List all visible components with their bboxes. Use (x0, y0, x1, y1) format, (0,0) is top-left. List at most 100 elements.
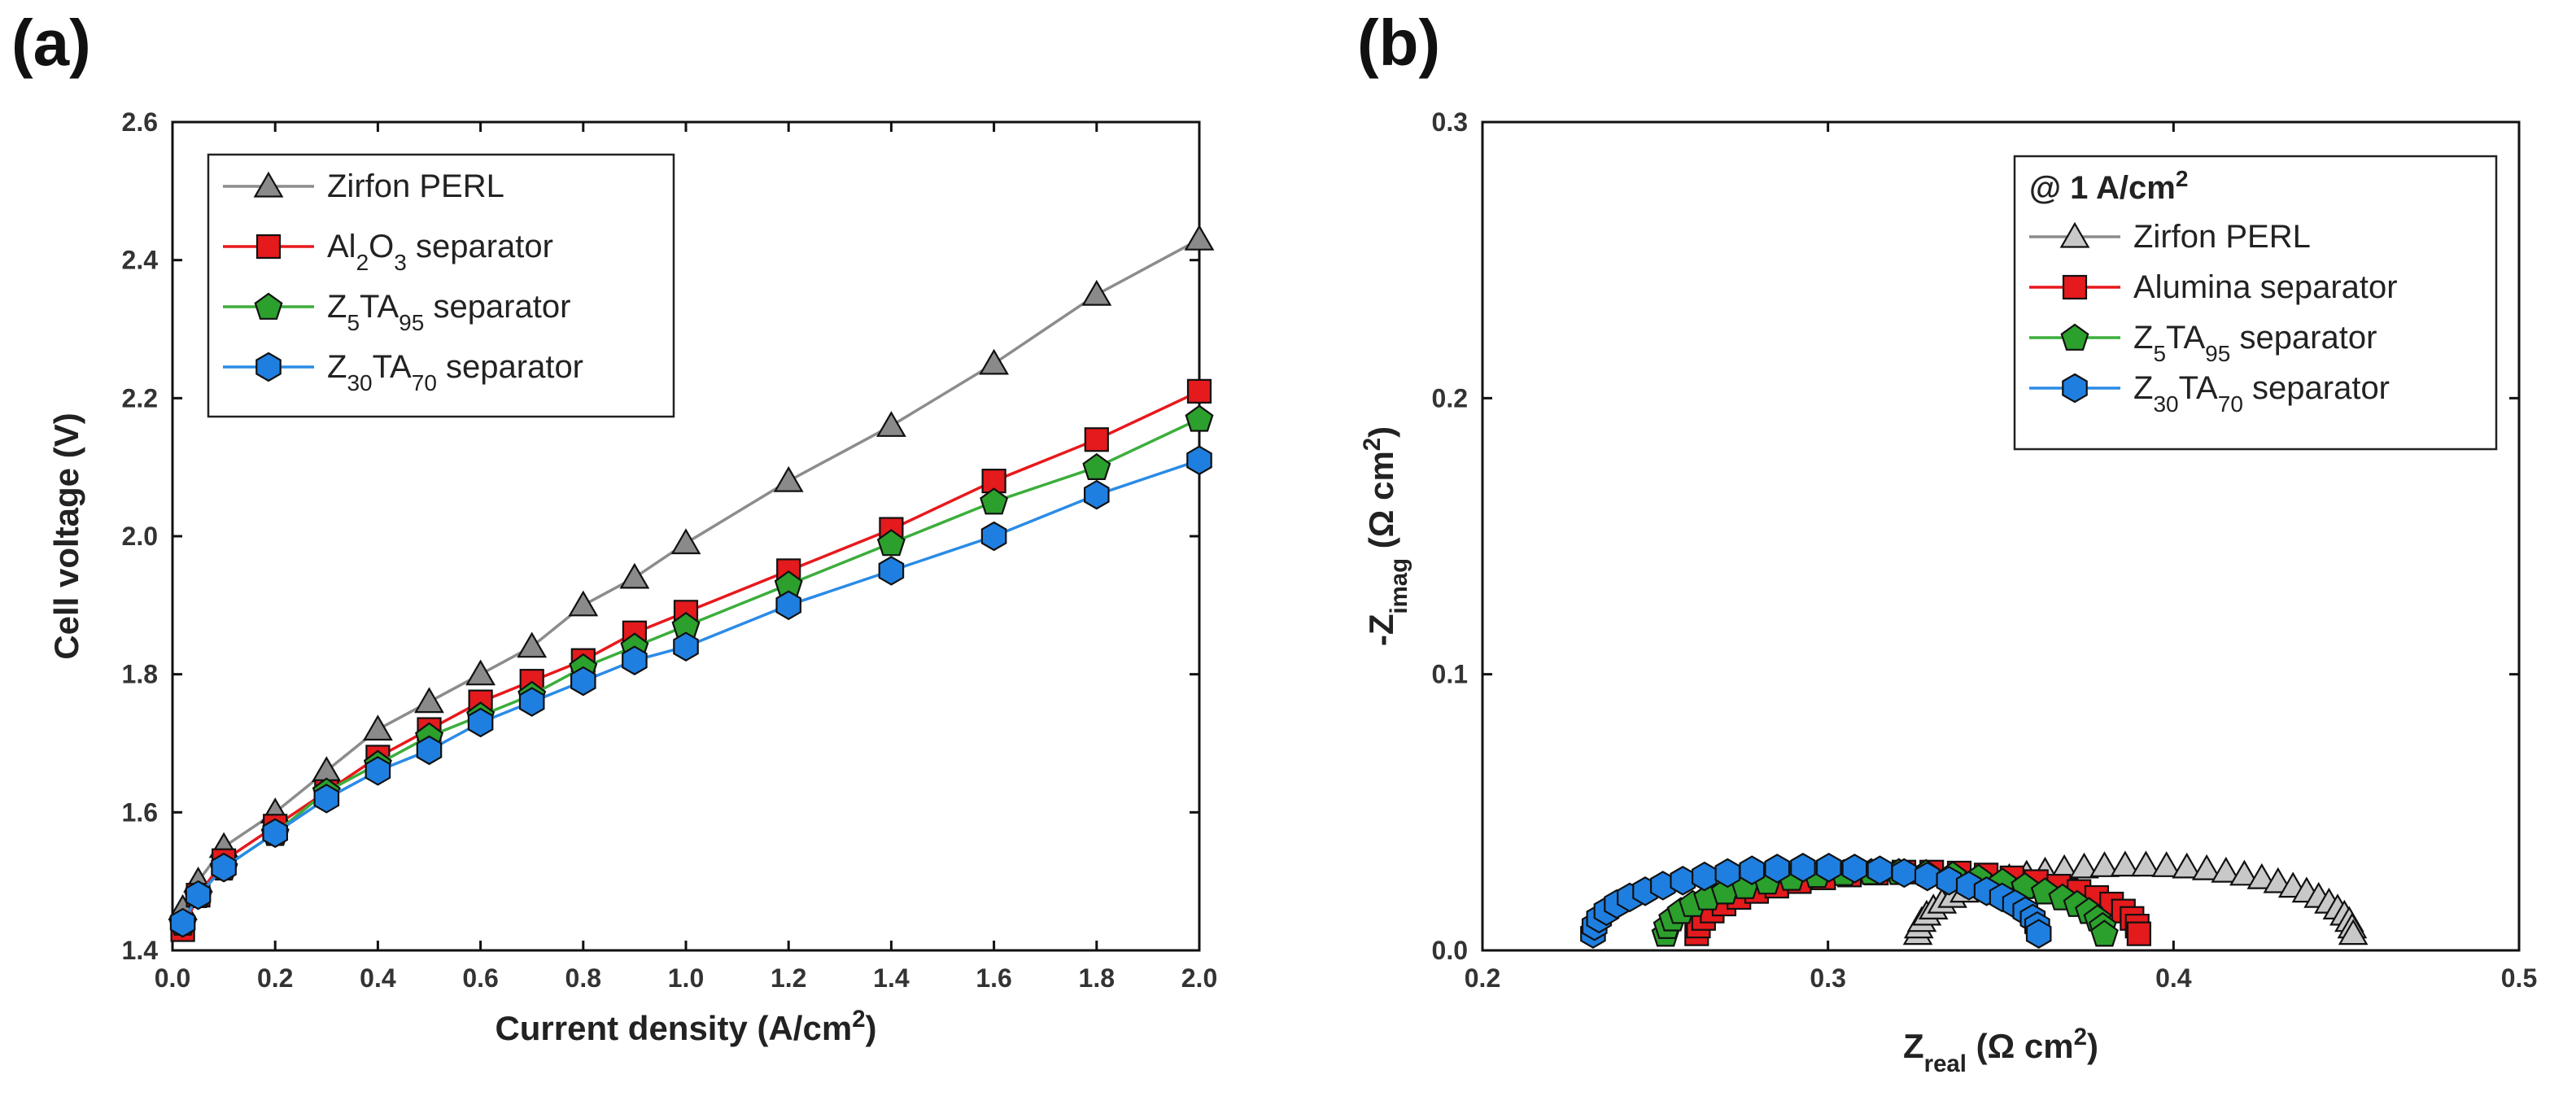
series-al2o3-separator (170, 378, 1212, 942)
legend-label-run: Alumina separator (2133, 269, 2398, 305)
plot-frame (1481, 120, 2521, 952)
legend-label-run: Z (2133, 320, 2153, 356)
x-axis-title-run: ) (866, 1009, 877, 1047)
y-axis-title-run: (Ω cm (1362, 451, 1400, 558)
legend-label-run: Zirfon PERL (2133, 219, 2311, 255)
legend-label: Zirfon PERL (327, 168, 504, 204)
data-point (211, 852, 237, 883)
x-tick-label: 1.8 (1079, 963, 1115, 993)
series-line (181, 390, 1200, 931)
x-axis-title-run: Z (1903, 1027, 1924, 1065)
legend-marker (2062, 274, 2088, 300)
y-tick-label: 1.8 (122, 660, 158, 689)
legend-marker (2060, 323, 2089, 351)
y-axis-title-run: 2 (1359, 438, 1386, 451)
legend-label-run: 95 (2205, 341, 2230, 366)
series-z30ta70-separator (1580, 853, 2052, 949)
legend-title-run: @ 1 A/cm (2029, 170, 2176, 206)
legend-label-run: TA (360, 289, 399, 325)
y-tick-label: 0.2 (1432, 383, 1468, 413)
x-tick-label: 0.8 (565, 963, 601, 993)
data-point (2130, 850, 2161, 877)
data-point (416, 735, 443, 766)
data-point (1082, 452, 1111, 481)
data-point (2089, 851, 2120, 877)
x-axis-title-run: 2 (852, 1006, 865, 1033)
y-axis-title: -Zimag (Ω cm2) (1359, 426, 1412, 646)
x-tick-label: 0.2 (1465, 963, 1500, 993)
legend-label-run: TA (373, 349, 412, 385)
legend-label-run: Al (327, 229, 356, 264)
legend-label-run: Zirfon PERL (327, 168, 504, 204)
series-line (181, 459, 1200, 924)
data-point (570, 666, 596, 697)
legend-label-run: Z (327, 349, 347, 385)
data-point (1186, 378, 1212, 404)
y-tick-label: 0.0 (1432, 936, 1468, 965)
x-tick-label: 1.6 (976, 963, 1011, 993)
data-point (876, 529, 906, 557)
data-point (2211, 856, 2242, 883)
data-point (1184, 225, 1215, 251)
legend-label-run: 3 (394, 250, 407, 275)
data-point (2229, 859, 2259, 886)
x-tick-label: 2.0 (1181, 963, 1217, 993)
legend-marker (255, 352, 282, 382)
legend-label-run: 5 (2153, 341, 2166, 366)
legend-box (207, 153, 675, 418)
legend-label-run: separator (424, 289, 570, 325)
legend-marker (254, 292, 283, 320)
legend-label: Z30TA70 separator (327, 349, 583, 395)
data-point (568, 590, 599, 617)
data-point (775, 590, 802, 621)
data-point (1185, 404, 1214, 432)
y-axis-title-run: ) (1362, 426, 1400, 438)
data-point (2191, 854, 2222, 880)
data-point (313, 784, 340, 814)
x-tick-label: 0.4 (2155, 963, 2192, 993)
legend-label-run: separator (407, 229, 553, 264)
data-point (2069, 852, 2099, 879)
data-point (878, 556, 905, 586)
x-axis-title-run: Current density (A/cm (495, 1009, 852, 1047)
data-point (169, 907, 196, 938)
legend: @ 1 A/cm2 Zirfon PERL Alumina separator Z5T… (2013, 155, 2498, 451)
data-point (1084, 427, 1109, 452)
legend-label-run: 70 (412, 370, 437, 395)
data-point (365, 756, 391, 786)
data-point (1790, 853, 1816, 883)
data-point (518, 687, 545, 717)
y-tick-label: 0.3 (1432, 107, 1468, 137)
x-axis-title-run: 2 (2074, 1024, 2087, 1050)
data-point (2151, 851, 2182, 877)
data-point (1841, 854, 1868, 884)
data-point (467, 707, 494, 738)
y-axis-title: Cell voltage (V) (47, 413, 85, 659)
data-point (2172, 852, 2203, 879)
data-point (1764, 854, 1791, 884)
x-tick-label: 1.2 (771, 963, 806, 993)
data-point (1186, 445, 1212, 475)
panel-b: (b)0.2 0.3 0.4 0.50.00.10.20.3@ 1 A/cm2Zirf… (1357, 7, 2537, 1077)
legend-label-run: 95 (399, 310, 424, 335)
legend-label-run: 70 (2218, 391, 2243, 417)
data-point (773, 465, 804, 492)
legend-label: Z5TA95 separator (327, 289, 570, 335)
panel-letter: (a) (11, 7, 91, 79)
data-point (517, 631, 548, 658)
legend-label-run: O (369, 229, 394, 264)
legend-label: Z30TA70 separator (2133, 370, 2390, 417)
legend-label: Al2O3 separator (327, 229, 553, 275)
x-tick-label: 1.0 (668, 963, 704, 993)
legend-label-run: TA (2179, 370, 2218, 406)
legend-label-run: TA (2166, 320, 2205, 356)
y-axis-title-run: imag (1386, 558, 1412, 614)
y-tick-label: 2.2 (122, 383, 158, 413)
data-point (619, 562, 650, 589)
series-z5ta95-separator (168, 404, 1214, 936)
x-axis-title-run: ) (2087, 1027, 2098, 1065)
x-tick-label: 0.6 (462, 963, 498, 993)
legend-label-run: 5 (347, 310, 360, 335)
